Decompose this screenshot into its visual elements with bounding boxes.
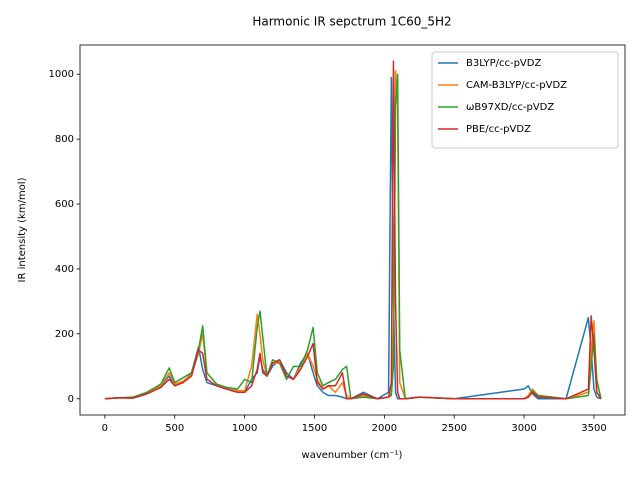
x-axis-label: wavenumber (cm⁻¹) (302, 450, 403, 461)
y-tick-label: 400 (55, 264, 74, 275)
y-tick-label: 0 (68, 394, 74, 405)
y-tick-label: 600 (55, 199, 74, 210)
x-tick-label: 500 (165, 423, 184, 434)
y-axis-label: IR intensity (km/mol) (17, 177, 28, 282)
legend-label: B3LYP/cc-pVDZ (466, 58, 541, 69)
x-tick-label: 1500 (302, 423, 327, 434)
legend-box (431, 51, 619, 149)
x-tick-label: 3000 (511, 423, 536, 434)
series-line (104, 60, 602, 400)
x-tick-label: 2000 (372, 423, 397, 434)
chart-title: Harmonic IR sepctrum 1C60_5H2 (252, 15, 451, 29)
legend-label: PBE/cc-pVDZ (466, 124, 531, 135)
y-tick-label: 800 (55, 134, 74, 145)
legend: B3LYP/cc-pVDZ CAM-B3LYP/cc-pVDZ ωB97XD/cc-… (431, 51, 619, 149)
x-tick-label: 1000 (232, 423, 257, 434)
legend-label: CAM-B3LYP/cc-pVDZ (466, 80, 567, 91)
plot-frame (79, 44, 626, 416)
x-tick-label: 0 (102, 423, 108, 434)
legend-label: ωB97XD/cc-pVDZ (466, 102, 554, 113)
y-tick-label: 200 (55, 329, 74, 340)
x-tick-label: 2500 (442, 423, 467, 434)
x-tick-label: 3500 (581, 423, 606, 434)
y-tick-label: 1000 (49, 69, 74, 80)
